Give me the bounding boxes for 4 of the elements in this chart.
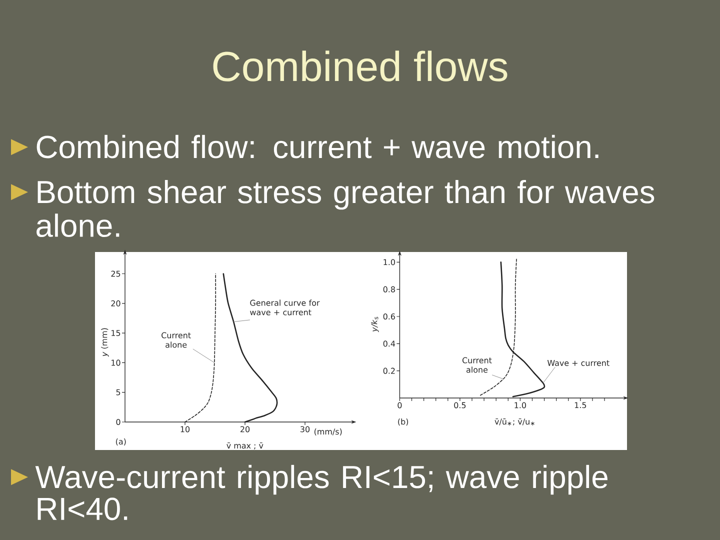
text: Combined flows xyxy=(213,50,508,82)
text: Bottom shear stress greater than for waves alone. xyxy=(36,180,654,238)
text: Combined flow: current + wave motion. xyxy=(36,134,598,158)
text: Wave-current ripples RI<15; wave ripple RI<40. xyxy=(35,464,608,520)
